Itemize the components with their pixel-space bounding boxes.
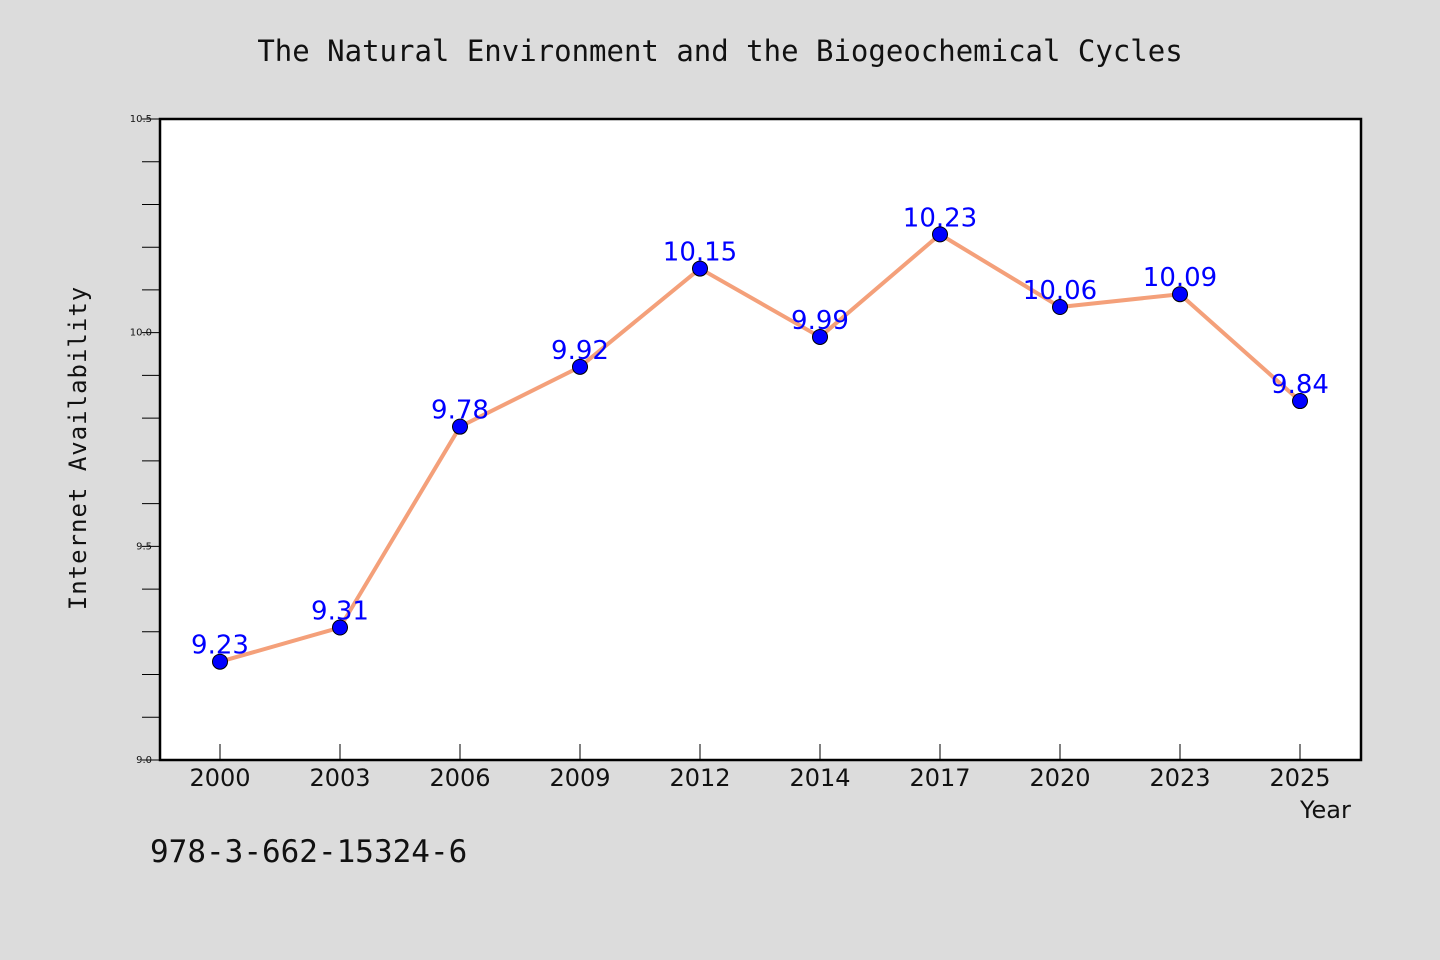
data-point [1172,286,1188,303]
y-axis: 9.0 9.5 10.0 10.5 [130,114,160,766]
x-tick-label: 2025 [1269,764,1330,792]
x-tick-label: 2020 [1029,764,1090,792]
x-axis: 2000 2003 2006 2009 2012 2014 2017 2020 2023 2025 [189,744,1331,792]
x-tick-label: 2012 [669,764,730,792]
data-point [812,328,828,345]
data-label: 9.23 [191,631,249,661]
series-line [219,232,1302,664]
x-tick-label: 2003 [309,764,370,792]
y-tick-label: 10.0 [130,328,152,339]
data-point [1292,393,1308,410]
data-label: 10.23 [903,203,977,233]
plot-area [158,117,1363,762]
data-point [332,619,348,636]
y-tick-label: 9.0 [136,755,152,766]
y-tick-label: 9.5 [136,541,152,552]
data-label: 9.78 [431,396,489,426]
data-label: 9.84 [1271,370,1329,400]
data-label: 10.06 [1023,276,1097,306]
x-axis-label: Year [1300,796,1351,824]
data-label: 9.92 [551,336,609,366]
x-tick-label: 2009 [549,764,610,792]
data-label: 9.31 [311,597,369,627]
data-label: 10.09 [1143,263,1217,293]
data-point [452,418,468,435]
data-point [692,260,708,277]
data-point [1052,299,1068,316]
x-tick-label: 2017 [909,764,970,792]
isbn-annotation: 978-3-662-15324-6 [150,834,468,870]
data-point [932,226,948,243]
data-point [212,653,228,670]
x-tick-label: 2014 [789,764,850,792]
series-group: 9.23 9.31 9.78 9.92 10.15 9.99 10.23 10.06 10.09… [191,203,1329,670]
data-point [572,358,588,375]
x-tick-label: 2006 [429,764,490,792]
y-axis-label: Internet Availability [64,285,92,611]
data-label: 10.15 [663,238,737,268]
data-label: 9.99 [791,306,849,336]
x-tick-label: 2023 [1149,764,1210,792]
x-tick-label: 2000 [189,764,250,792]
chart-title: The Natural Environment and the Biogeoch… [257,34,1183,68]
y-tick-label: 10.5 [130,114,152,125]
